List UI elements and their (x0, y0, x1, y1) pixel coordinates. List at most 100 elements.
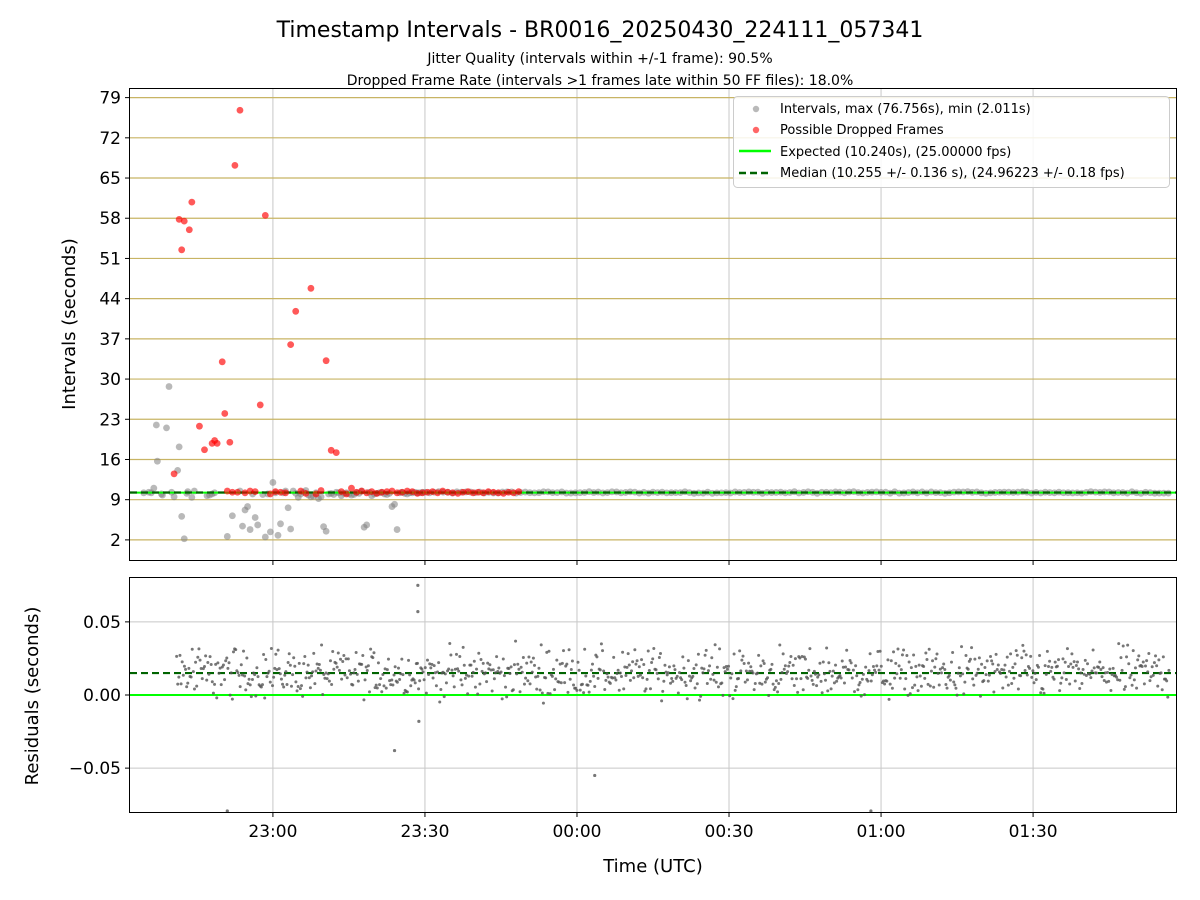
interval-point (246, 526, 254, 533)
residual-point (640, 658, 644, 662)
residual-point (443, 672, 447, 676)
residual-point (504, 685, 508, 689)
residual-point (396, 666, 400, 670)
residual-point (871, 665, 875, 669)
residual-point (1070, 652, 1074, 656)
residual-point (466, 692, 470, 696)
residual-point (422, 678, 426, 682)
residual-point (624, 673, 628, 677)
residual-point (623, 665, 627, 669)
dropped-frame-point (302, 489, 310, 497)
residual-point (287, 652, 291, 656)
residual-point (694, 663, 698, 667)
residual-point (813, 672, 817, 676)
residual-point (301, 694, 305, 698)
residual-point (782, 667, 786, 671)
residual-point (1157, 658, 1161, 662)
residual-point (372, 651, 376, 655)
residual-point (691, 674, 695, 678)
residual-point (1046, 664, 1050, 668)
interval-point (322, 527, 330, 535)
residual-point (230, 697, 234, 701)
residual-point (1100, 675, 1104, 679)
dropped-frame-point (188, 198, 196, 206)
residual-point (789, 655, 793, 659)
residual-point (310, 674, 314, 678)
residual-point (276, 648, 280, 652)
residual-point (344, 657, 348, 661)
residual-point (888, 682, 892, 686)
residual-point (858, 681, 862, 685)
residual-point (788, 660, 792, 664)
dropped-frame-point (479, 489, 487, 497)
residual-point (961, 672, 965, 676)
residual-point (515, 672, 519, 676)
residual-point (724, 664, 728, 668)
residual-point (661, 689, 665, 693)
residual-point (347, 669, 351, 673)
residual-point (861, 672, 865, 676)
residual-point (355, 672, 359, 676)
dropped-frame-point (413, 489, 421, 497)
residual-point (986, 679, 990, 683)
residual-point (378, 683, 382, 687)
residual-point (1129, 673, 1133, 677)
residual-point (873, 668, 877, 672)
residual-point (1080, 682, 1084, 686)
residual-point (1073, 679, 1077, 683)
residual-point (820, 691, 824, 695)
residual-point (766, 676, 770, 680)
residual-point (179, 682, 183, 686)
residual-point (613, 676, 617, 680)
residual-point (289, 684, 293, 688)
residual-point (339, 657, 343, 661)
residual-point (811, 682, 815, 686)
residual-point (715, 665, 719, 669)
residual-point (592, 674, 596, 678)
residual-point (236, 671, 240, 675)
residual-point (633, 648, 637, 652)
residual-point (773, 685, 777, 689)
dropped-frame-point (297, 487, 305, 495)
residual-point (398, 678, 402, 682)
residual-point (906, 693, 910, 697)
residual-point (770, 662, 774, 666)
residual-point (382, 684, 386, 688)
residual-point (293, 664, 297, 668)
dropped-frame-point (223, 487, 231, 495)
residual-point (725, 667, 729, 671)
x-tick-label: 01:00 (857, 822, 906, 842)
residual-point (778, 643, 782, 647)
residual-point (296, 685, 300, 689)
residual-point (343, 673, 347, 677)
residual-point (889, 659, 893, 663)
residual-point (1146, 670, 1150, 674)
residual-point (760, 682, 764, 686)
residual-point (1024, 653, 1028, 657)
residual-point (676, 691, 680, 695)
residual-point (307, 676, 311, 680)
residual-point (429, 666, 433, 670)
residual-point (213, 682, 217, 686)
residual-point (559, 681, 563, 685)
residual-point (295, 689, 299, 693)
residual-point (533, 663, 537, 667)
dropped-frame-point (424, 488, 431, 496)
residual-point (351, 683, 355, 687)
residual-point (1025, 673, 1029, 677)
residual-point (635, 659, 639, 663)
residual-point (334, 661, 338, 665)
residual-point (1090, 669, 1094, 673)
residual-point (182, 664, 186, 668)
residual-point (1065, 647, 1069, 651)
interval-point (152, 421, 160, 429)
residual-point (1044, 672, 1048, 676)
residual-point (944, 683, 948, 687)
residual-point (682, 666, 686, 670)
residual-point (522, 682, 526, 686)
dropped-frame-point (429, 488, 436, 496)
residual-point (346, 657, 350, 661)
residual-point (471, 670, 475, 674)
residual-point (322, 672, 326, 676)
residual-point (526, 679, 530, 683)
